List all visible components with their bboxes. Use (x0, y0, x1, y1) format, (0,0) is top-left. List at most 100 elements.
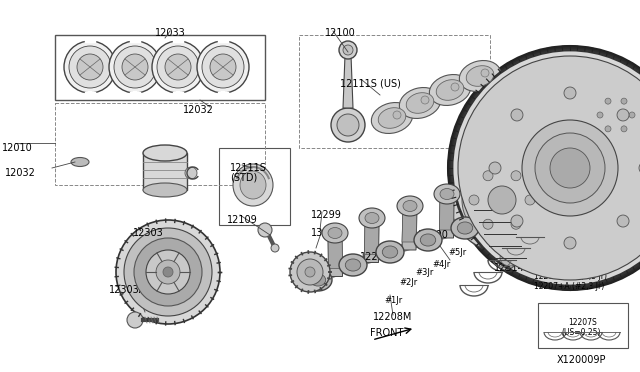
FancyBboxPatch shape (507, 162, 523, 174)
Ellipse shape (403, 201, 417, 212)
Ellipse shape (458, 222, 473, 234)
Text: 12330: 12330 (520, 163, 551, 173)
Polygon shape (328, 229, 342, 269)
Text: 12333: 12333 (601, 148, 632, 158)
Circle shape (297, 259, 323, 285)
Circle shape (639, 162, 640, 174)
Ellipse shape (378, 108, 406, 128)
Circle shape (489, 162, 501, 174)
FancyBboxPatch shape (534, 114, 550, 126)
Circle shape (511, 219, 521, 229)
Text: 12207    (#1,4,5 Jr): 12207 (#1,4,5 Jr) (534, 272, 607, 281)
Text: #4Jr: #4Jr (432, 260, 451, 269)
Ellipse shape (460, 61, 500, 92)
Circle shape (488, 186, 516, 214)
Circle shape (157, 46, 199, 88)
Circle shape (210, 54, 236, 80)
Text: 12208M: 12208M (373, 312, 412, 322)
Ellipse shape (310, 274, 326, 286)
Circle shape (197, 41, 249, 93)
Ellipse shape (414, 229, 442, 251)
Text: 12314E: 12314E (527, 248, 564, 258)
Circle shape (511, 171, 521, 181)
Text: FRONT: FRONT (370, 328, 403, 338)
Ellipse shape (489, 233, 521, 259)
Circle shape (483, 219, 493, 229)
Ellipse shape (328, 228, 342, 238)
Ellipse shape (494, 245, 526, 271)
Text: 12303: 12303 (132, 228, 163, 238)
Ellipse shape (485, 214, 505, 230)
FancyBboxPatch shape (534, 210, 550, 222)
Circle shape (469, 195, 479, 205)
Ellipse shape (495, 238, 515, 254)
Polygon shape (328, 237, 342, 276)
Ellipse shape (143, 145, 187, 161)
Circle shape (511, 215, 523, 227)
Ellipse shape (233, 164, 273, 206)
Circle shape (69, 46, 111, 88)
Polygon shape (365, 222, 379, 263)
Circle shape (124, 228, 212, 316)
Circle shape (604, 103, 628, 127)
Polygon shape (440, 190, 454, 230)
Text: (STD): (STD) (230, 173, 257, 183)
Text: 12207+A (#2,3 Jr): 12207+A (#2,3 Jr) (534, 258, 604, 267)
Circle shape (597, 112, 603, 118)
Text: 12310A: 12310A (590, 72, 627, 82)
Circle shape (564, 87, 576, 99)
Text: #1Jr: #1Jr (384, 296, 403, 305)
Ellipse shape (365, 212, 379, 224)
Circle shape (522, 120, 618, 216)
Text: 12208M: 12208M (360, 252, 399, 262)
Text: 13021: 13021 (311, 228, 342, 238)
Circle shape (550, 148, 590, 188)
Circle shape (122, 54, 148, 80)
Circle shape (258, 223, 272, 237)
Ellipse shape (143, 183, 187, 197)
Circle shape (146, 250, 190, 294)
Ellipse shape (399, 87, 441, 118)
Ellipse shape (343, 45, 353, 55)
Ellipse shape (337, 114, 359, 136)
Text: 12111S: 12111S (230, 163, 267, 173)
Text: 12032: 12032 (5, 168, 36, 178)
Circle shape (448, 46, 640, 290)
Circle shape (617, 109, 629, 121)
Ellipse shape (466, 66, 494, 86)
Circle shape (605, 126, 611, 132)
Circle shape (271, 244, 279, 252)
Circle shape (185, 167, 197, 179)
Ellipse shape (304, 269, 332, 291)
Circle shape (77, 54, 103, 80)
Text: 12299: 12299 (311, 210, 342, 220)
Ellipse shape (420, 234, 436, 246)
Circle shape (564, 237, 576, 249)
Text: (US=0.25): (US=0.25) (561, 328, 600, 337)
Text: 12315N: 12315N (504, 230, 542, 240)
Ellipse shape (434, 184, 460, 204)
Circle shape (511, 109, 523, 121)
Circle shape (535, 133, 605, 203)
Circle shape (451, 83, 459, 91)
Circle shape (621, 126, 627, 132)
Circle shape (156, 260, 180, 284)
Ellipse shape (382, 246, 397, 258)
Circle shape (629, 112, 635, 118)
FancyBboxPatch shape (589, 210, 605, 222)
Ellipse shape (406, 93, 434, 113)
Ellipse shape (480, 202, 500, 218)
Text: 12033: 12033 (155, 28, 186, 38)
Circle shape (114, 46, 156, 88)
Circle shape (481, 69, 489, 77)
Ellipse shape (484, 221, 516, 247)
Circle shape (393, 111, 401, 119)
Ellipse shape (240, 171, 266, 199)
Ellipse shape (346, 259, 361, 271)
Circle shape (127, 312, 143, 328)
Circle shape (421, 96, 429, 104)
Ellipse shape (490, 226, 510, 242)
Circle shape (109, 41, 161, 93)
Circle shape (605, 98, 611, 104)
Text: 12207    (#1,4,5 Jr): 12207 (#1,4,5 Jr) (534, 248, 607, 257)
